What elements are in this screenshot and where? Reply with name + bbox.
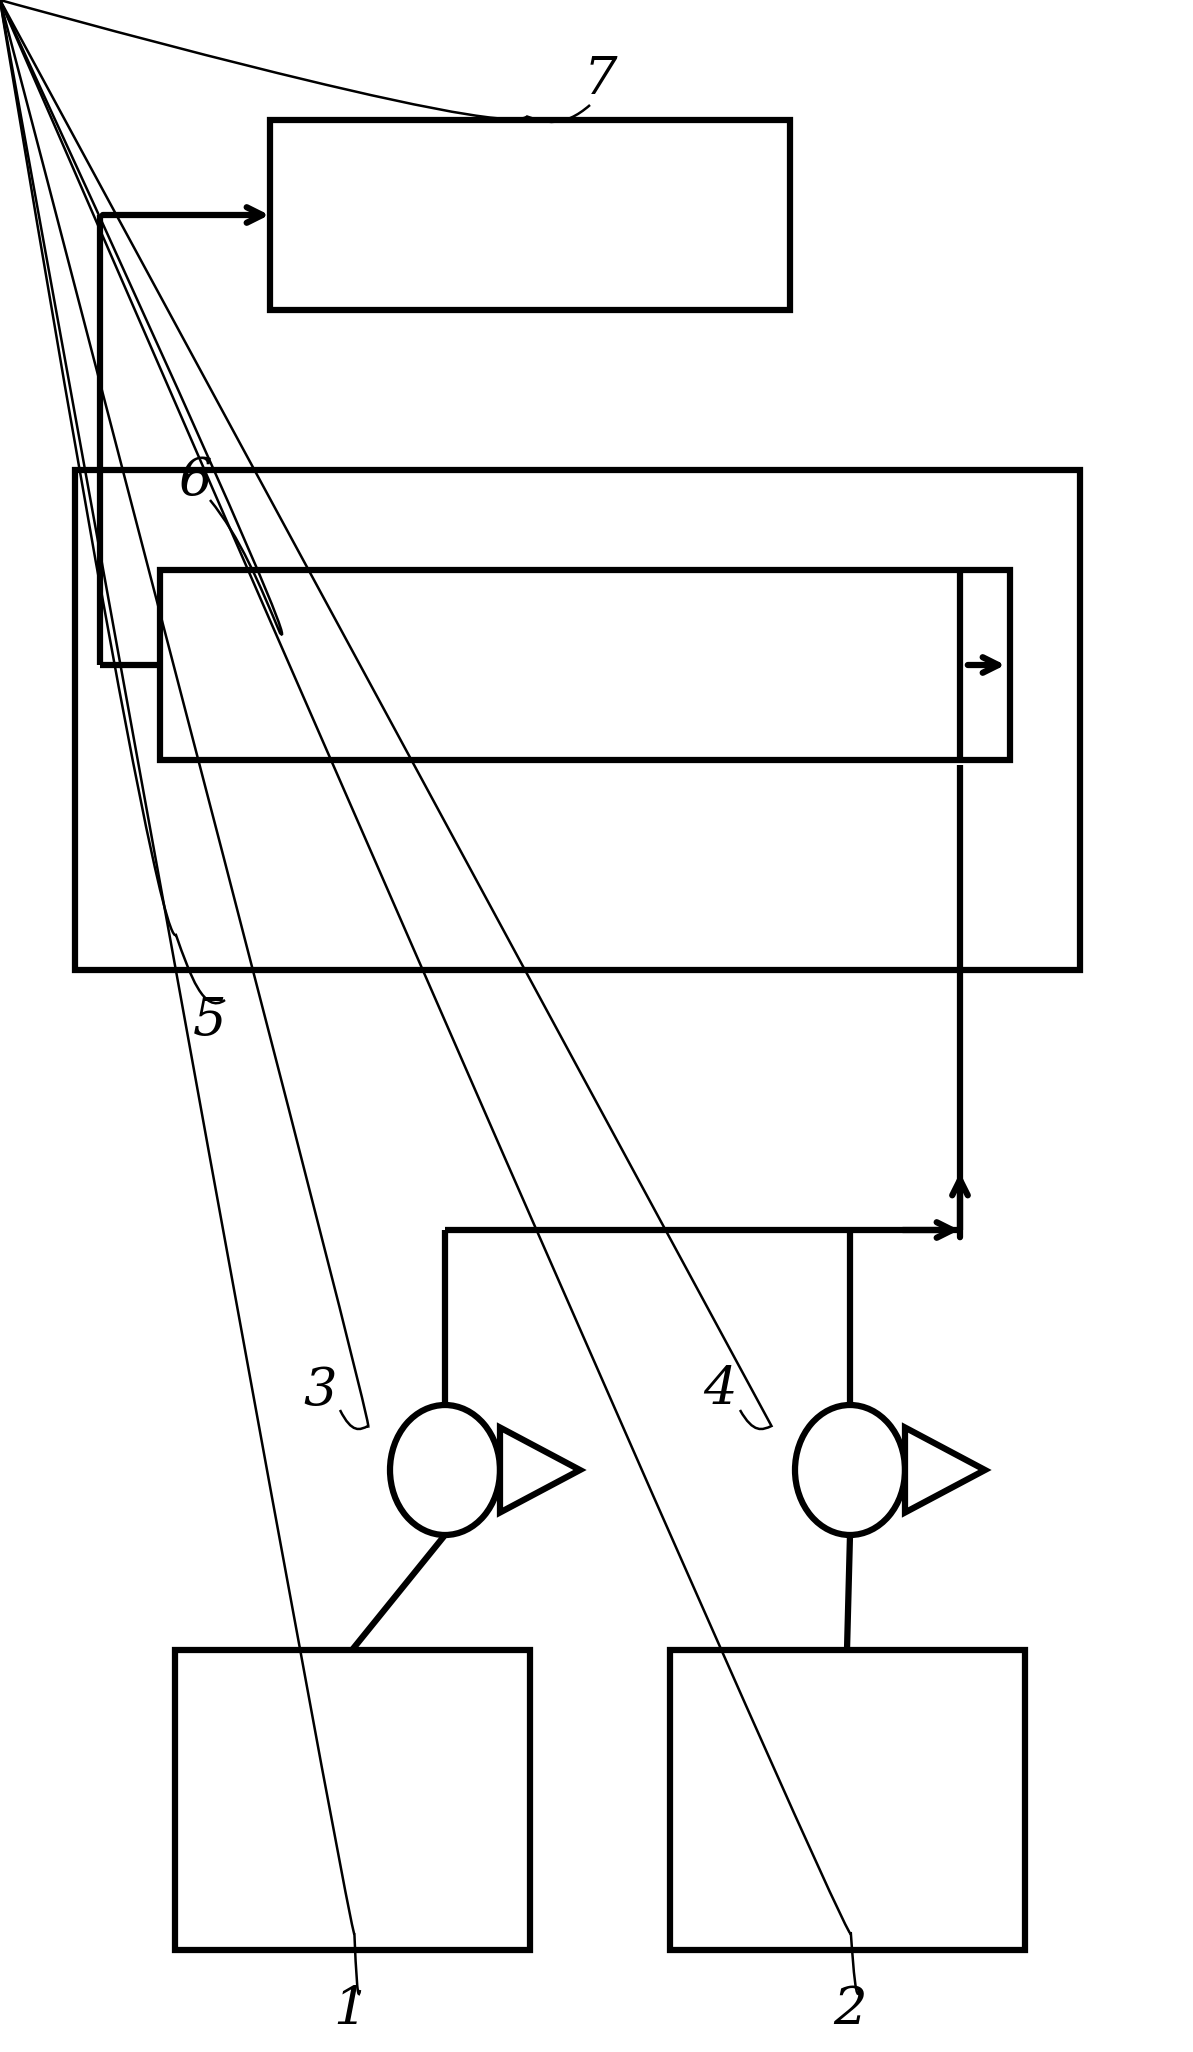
Polygon shape (500, 1428, 580, 1512)
Text: 2: 2 (833, 1984, 867, 2036)
Bar (270, 119, 790, 310)
Text: 6: 6 (178, 453, 211, 505)
Polygon shape (905, 1428, 985, 1512)
Bar (160, 570, 1010, 759)
Bar (175, 1650, 530, 1949)
Text: 4: 4 (703, 1365, 737, 1416)
Text: 5: 5 (193, 995, 227, 1047)
Text: 7: 7 (583, 55, 617, 105)
Text: 3: 3 (303, 1365, 336, 1416)
Bar (670, 1650, 1025, 1949)
Bar (75, 470, 1080, 971)
Ellipse shape (390, 1406, 500, 1535)
Text: 1: 1 (333, 1984, 366, 2036)
Ellipse shape (795, 1406, 905, 1535)
